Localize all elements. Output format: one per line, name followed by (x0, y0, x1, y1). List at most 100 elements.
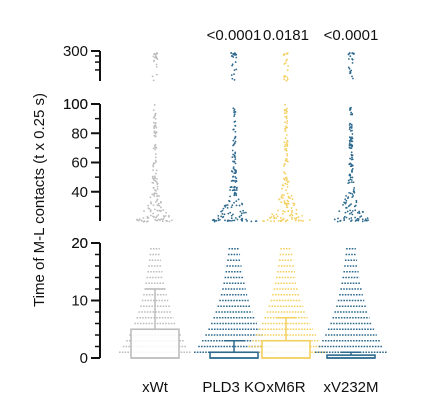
data-point (349, 212, 351, 215)
data-point (238, 204, 241, 207)
data-point (273, 220, 275, 222)
data-point (232, 167, 235, 170)
data-point (283, 145, 286, 148)
data-point (279, 217, 282, 219)
data-point (351, 61, 354, 64)
data-point (287, 195, 290, 198)
data-point (137, 219, 140, 222)
box-plots (130, 288, 376, 359)
data-point (232, 160, 234, 163)
data-point (348, 144, 351, 147)
data-point (348, 136, 351, 139)
data-point (286, 126, 289, 129)
data-point (285, 147, 288, 150)
data-point (142, 220, 145, 223)
data-point (235, 53, 238, 56)
data-point (142, 216, 145, 219)
data-point (284, 159, 287, 162)
y-axis-label: Time of M-L contacts (t x 0.25 s) (31, 93, 48, 307)
data-point (285, 179, 288, 182)
data-point (234, 162, 237, 165)
data-point (149, 214, 152, 217)
data-point (284, 148, 286, 151)
data-point (228, 219, 231, 222)
data-point (351, 136, 353, 139)
data-point (156, 204, 159, 207)
data-point (232, 107, 235, 110)
box-plot-xwt (130, 288, 180, 359)
data-point (350, 137, 353, 140)
data-point (155, 63, 158, 66)
data-point (138, 218, 141, 221)
data-point (153, 126, 155, 128)
data-point (353, 187, 356, 189)
data-point (301, 214, 303, 217)
data-point (245, 211, 247, 214)
data-point (283, 178, 286, 181)
data-point (241, 203, 244, 206)
data-point (222, 207, 225, 210)
data-point (283, 202, 286, 205)
data-point (161, 220, 164, 223)
data-point (286, 120, 289, 122)
data-point (286, 219, 289, 222)
data-point (347, 179, 350, 182)
data-point (348, 204, 351, 207)
data-point (152, 178, 155, 181)
data-point (282, 197, 284, 199)
data-point (234, 61, 237, 63)
data-point (347, 58, 350, 60)
data-point (350, 111, 353, 114)
data-point (154, 112, 157, 115)
data-point (154, 135, 157, 138)
data-point (154, 189, 156, 191)
data-point (146, 215, 149, 218)
data-point (147, 220, 149, 223)
y-tick-label: 100 (63, 96, 88, 113)
data-point (149, 210, 152, 213)
data-point (358, 210, 361, 213)
data-point (220, 210, 223, 213)
y-tick-label: 20 (71, 235, 88, 252)
data-point (285, 134, 288, 136)
data-point (170, 219, 173, 222)
data-point (153, 162, 156, 165)
data-point (282, 177, 285, 180)
data-point (297, 219, 300, 222)
data-point (349, 162, 352, 165)
data-point (285, 189, 287, 192)
data-point (350, 219, 353, 222)
data-point (235, 177, 238, 180)
data-point (350, 203, 352, 206)
data-point (283, 165, 285, 167)
data-point (351, 140, 354, 143)
data-point (286, 139, 289, 142)
data-point (285, 158, 288, 161)
data-point (343, 217, 345, 219)
data-point (348, 67, 351, 70)
data-point (233, 219, 236, 222)
data-point (349, 176, 352, 179)
data-point (284, 137, 287, 140)
box-plot-xv232m (326, 351, 376, 359)
data-point (282, 217, 285, 220)
data-point (230, 186, 233, 188)
data-point (354, 204, 357, 207)
data-point (153, 59, 156, 62)
data-point (152, 186, 155, 189)
data-point (351, 145, 354, 148)
data-point (233, 172, 236, 175)
y-tick-label: 0 (80, 350, 88, 367)
data-point (349, 141, 351, 143)
data-point (269, 220, 272, 223)
data-point (234, 156, 237, 158)
data-point (286, 152, 288, 155)
data-point (230, 206, 233, 209)
data-point (232, 128, 235, 131)
data-point (233, 191, 236, 194)
data-point (333, 218, 336, 221)
data-point (241, 212, 243, 215)
data-point (156, 198, 159, 201)
data-points (119, 51, 387, 354)
data-point (343, 219, 346, 221)
